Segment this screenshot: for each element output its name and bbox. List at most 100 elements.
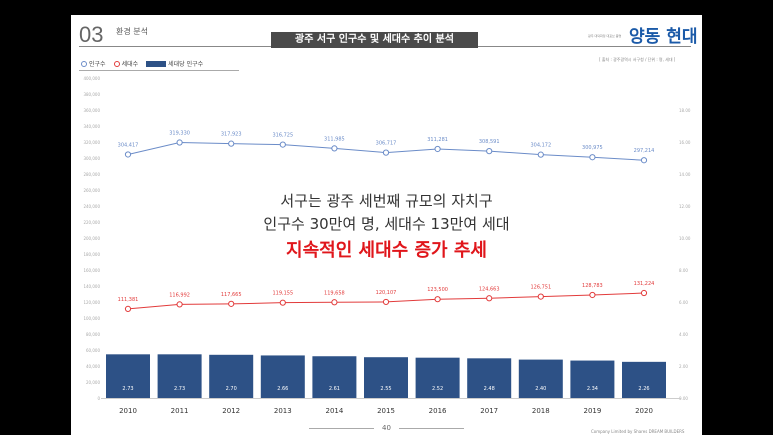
population-label: 308,591 [479, 139, 500, 145]
section-number: 03 [79, 22, 104, 47]
population-point [331, 145, 338, 152]
y-tick-right: 8.00 [679, 268, 688, 273]
bar-label: 2.55 [380, 386, 391, 392]
y-tick-right: 2.00 [679, 364, 688, 369]
y-tick-right: 14.00 [679, 172, 691, 177]
y-tick-left: 100,000 [83, 316, 100, 321]
population-point [434, 145, 441, 153]
households-point [640, 289, 648, 297]
population-label: 319,330 [169, 131, 190, 137]
legend: 인구수 세대수 세대당 인구수 [81, 59, 203, 68]
page-number: 40 [382, 424, 391, 432]
households-marker-icon [113, 60, 120, 67]
bar [106, 354, 150, 398]
bar-label: 2.26 [638, 386, 649, 392]
bar-label: 2.61 [329, 386, 340, 392]
y-tick-left: 80,000 [86, 332, 100, 337]
x-tick-label: 2011 [171, 407, 189, 415]
households-label: 124,663 [479, 286, 500, 292]
households-point [124, 305, 132, 312]
y-tick-left: 180,000 [83, 252, 100, 257]
population-point [124, 151, 132, 158]
y-tick-left: 160,000 [83, 268, 100, 273]
households-point [589, 291, 596, 299]
page-title: 광주 서구 인구수 및 세대수 추이 분석 [271, 32, 478, 48]
legend-underline [79, 70, 239, 71]
footer-line-left [309, 428, 374, 429]
legend-per-household: 세대당 인구수 [146, 59, 203, 68]
households-label: 120,107 [376, 290, 397, 296]
population-label: 304,417 [118, 142, 139, 148]
population-point [589, 154, 596, 161]
legend-population: 인구수 [81, 59, 106, 68]
y-tick-left: 240,000 [83, 204, 100, 209]
population-label: 297,214 [634, 148, 655, 154]
population-label: 311,281 [427, 137, 448, 143]
bar-label: 2.73 [122, 386, 133, 392]
households-point [382, 298, 390, 306]
households-label: 119,155 [272, 291, 293, 297]
y-tick-right: 4.00 [679, 332, 688, 337]
y-tick-left: 140,000 [83, 284, 100, 289]
bar-label: 2.40 [535, 386, 546, 392]
y-tick-right: 16.00 [679, 140, 691, 145]
bar [260, 355, 305, 398]
population-label: 311,985 [324, 136, 345, 142]
bar [467, 358, 512, 398]
bar [622, 361, 666, 398]
y-tick-left: 260,000 [83, 188, 100, 193]
y-tick-left: 0 [97, 396, 100, 401]
y-tick-left: 380,000 [83, 92, 100, 97]
population-label: 316,725 [272, 133, 293, 139]
households-label: 117,665 [221, 292, 242, 298]
households-label: 123,500 [427, 287, 448, 293]
copyright: Company Limited by Shares DREAM BUILDERS [591, 429, 685, 434]
x-tick-label: 2010 [119, 407, 137, 415]
y-tick-right: 12.00 [679, 204, 691, 209]
bar-label: 2.66 [277, 386, 288, 392]
x-tick-label: 2016 [429, 407, 447, 415]
households-label: 116,992 [169, 292, 190, 298]
y-tick-left: 200,000 [83, 236, 100, 241]
legend-households-label: 세대수 [121, 61, 139, 68]
headline-line-1: 서구는 광주 세번째 규모의 자치구 [280, 192, 493, 210]
population-point [279, 141, 286, 148]
x-tick-label: 2019 [583, 407, 601, 415]
population-point [537, 151, 544, 158]
households-label: 119,658 [324, 290, 345, 296]
households-label: 128,783 [582, 283, 603, 289]
households-point [176, 301, 183, 308]
headline-line-2: 인구수 30만여 명, 세대수 13만여 세대 [263, 215, 510, 233]
bar [209, 354, 254, 398]
y-tick-right: 10.00 [679, 236, 691, 241]
bar [364, 357, 408, 398]
bar-label: 2.48 [484, 386, 495, 392]
population-point [640, 157, 648, 164]
y-tick-right: 18.00 [679, 108, 691, 113]
households-label: 126,751 [530, 285, 551, 291]
x-tick-label: 2018 [532, 407, 550, 415]
bar-label: 2.34 [587, 386, 598, 392]
households-point [486, 295, 493, 302]
population-marker-icon [81, 60, 87, 67]
slide: 03 환경 분석 광주 서구 인구수 및 세대수 추이 분석 광주 대덕화정 대… [71, 15, 702, 435]
headline-emphasis: 지속적인 세대수 증가 추세 [286, 240, 487, 261]
households-label: 131,224 [634, 281, 655, 287]
section-label: 환경 분석 [116, 27, 148, 36]
population-point [382, 149, 390, 156]
x-tick-label: 2015 [377, 407, 395, 415]
bar [157, 354, 202, 398]
legend-households: 세대수 [113, 59, 139, 68]
population-label: 306,717 [376, 141, 397, 147]
legend-population-label: 인구수 [89, 61, 106, 68]
y-tick-left: 40,000 [86, 364, 100, 369]
households-label: 111,381 [118, 297, 139, 303]
bar [415, 357, 460, 398]
bar [312, 356, 357, 398]
population-point [176, 139, 183, 146]
households-point [228, 300, 235, 307]
population-point [486, 148, 493, 155]
x-tick-label: 2017 [480, 407, 498, 415]
y-tick-left: 320,000 [83, 140, 100, 145]
bar-label: 2.70 [226, 386, 237, 392]
